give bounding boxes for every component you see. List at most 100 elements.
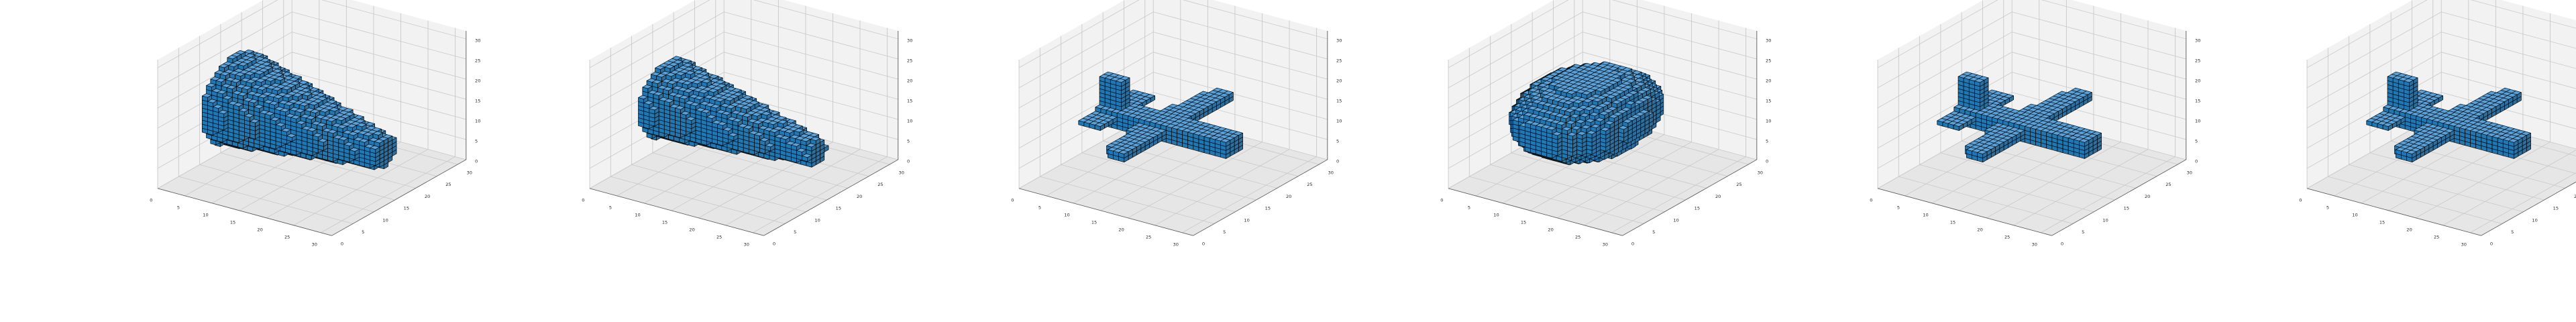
gridline-z bbox=[157, 11, 466, 89]
z-tick-label: 30 bbox=[1766, 39, 1771, 43]
y-tick-label: 10 bbox=[1244, 219, 1249, 223]
subplot-1: 0 5 10 15 20 25 30 0 5 10 15 20 25 30 0 5 10 15 20 25 30 bbox=[150, 0, 481, 247]
z-tick-label: 15 bbox=[1766, 99, 1771, 103]
x-axis-line bbox=[157, 188, 332, 236]
floor-pane-xy bbox=[1878, 112, 2186, 236]
x-tick-label: 0 bbox=[1011, 199, 1014, 203]
z-tick-label: 15 bbox=[1336, 99, 1342, 103]
gridline-z bbox=[1018, 52, 1328, 129]
x-tick-label: 5 bbox=[1897, 206, 1900, 210]
y-tick-label: 5 bbox=[1652, 230, 1655, 234]
y-tick-label: 5 bbox=[2082, 230, 2084, 234]
x-tick-label: 30 bbox=[2461, 243, 2467, 247]
gridline-z bbox=[1877, 0, 2186, 68]
gridline-z bbox=[1877, 72, 2186, 149]
x-tick-label: 0 bbox=[2299, 199, 2302, 203]
x-tick-label: 30 bbox=[1173, 243, 1179, 247]
x-tick-label: 25 bbox=[1575, 235, 1580, 239]
x-tick-label: 5 bbox=[177, 206, 180, 210]
y-tick-label: 25 bbox=[1736, 183, 1741, 187]
subplot-5: 0 5 10 15 20 25 30 0 5 10 15 20 25 30 0 5 10 15 20 25 30 bbox=[1870, 0, 2201, 247]
voxel-face-side bbox=[1980, 80, 1985, 87]
y-tick-label: 0 bbox=[2061, 242, 2063, 246]
gridline-z bbox=[1018, 0, 1328, 68]
x-tick-label: 25 bbox=[716, 235, 722, 239]
x-tick-label: 20 bbox=[1118, 228, 1124, 232]
gridline-z bbox=[1448, 0, 1757, 68]
z-tick-label: 20 bbox=[1336, 79, 1342, 83]
y-tick-label: 30 bbox=[467, 171, 472, 175]
y-tick-label: 0 bbox=[1631, 242, 1634, 246]
y-tick-label: 20 bbox=[857, 195, 862, 199]
x-tick-label: 20 bbox=[2406, 228, 2412, 232]
gridline-z bbox=[1448, 32, 1757, 109]
gridline-x bbox=[2470, 172, 2576, 233]
z-tick-label: 5 bbox=[2195, 140, 2198, 144]
z-tick-label: 15 bbox=[475, 99, 480, 103]
floor-pane-xy bbox=[1019, 112, 1328, 236]
x-axis-line bbox=[1448, 188, 1623, 236]
x-axis-line bbox=[2306, 188, 2481, 236]
voxel-face-side bbox=[1124, 151, 1129, 158]
y-axis-line bbox=[331, 159, 467, 236]
z-tick-label: 15 bbox=[2195, 99, 2200, 103]
x-tick-label: 10 bbox=[635, 213, 640, 217]
voxel-face-side bbox=[2409, 80, 2414, 87]
y-tick-label: 10 bbox=[2102, 219, 2108, 223]
gridline-z bbox=[157, 32, 466, 109]
z-tick-label: 30 bbox=[907, 39, 912, 43]
side-pane-yz bbox=[1448, 0, 1583, 189]
z-tick-label: 5 bbox=[1336, 140, 1339, 144]
floor-pane-xy bbox=[1448, 112, 1757, 236]
z-tick-label: 0 bbox=[475, 160, 478, 164]
z-tick-label: 25 bbox=[1766, 59, 1771, 63]
z-tick-label: 25 bbox=[475, 59, 480, 63]
y-tick-label: 10 bbox=[814, 219, 820, 223]
voxel-face-side bbox=[1099, 123, 1105, 131]
side-pane-yz bbox=[1878, 0, 2012, 189]
y-tick-label: 15 bbox=[2124, 207, 2129, 211]
voxel-face-side bbox=[2387, 123, 2393, 131]
voxel-object bbox=[1078, 71, 1243, 162]
z-tick-label: 0 bbox=[2195, 160, 2198, 164]
voxel-face-side bbox=[2412, 151, 2417, 158]
x-tick-label: 5 bbox=[609, 206, 612, 210]
z-tick-label: 10 bbox=[1336, 119, 1342, 123]
z-tick-label: 10 bbox=[1766, 119, 1771, 123]
gridline-z bbox=[1448, 11, 1757, 89]
y-tick-label: 30 bbox=[1328, 171, 1334, 175]
x-tick-label: 15 bbox=[1091, 221, 1097, 225]
gridline-z bbox=[2306, 72, 2576, 149]
x-tick-label: 25 bbox=[2434, 235, 2439, 239]
z-tick-label: 30 bbox=[2195, 39, 2200, 43]
voxel-object bbox=[1509, 61, 1664, 166]
x-tick-label: 25 bbox=[1146, 235, 1151, 239]
x-axis-line bbox=[1018, 188, 1193, 236]
x-tick-label: 30 bbox=[744, 243, 749, 247]
x-tick-label: 25 bbox=[284, 235, 290, 239]
gridline-x bbox=[2443, 150, 2576, 226]
voxel-face-side bbox=[815, 138, 820, 146]
y-tick-label: 5 bbox=[794, 230, 796, 234]
y-tick-label: 25 bbox=[445, 183, 451, 187]
gridline-z bbox=[1877, 11, 2186, 89]
voxel-face-side bbox=[1604, 112, 1609, 119]
y-tick-label: 0 bbox=[773, 242, 775, 246]
gridline-z bbox=[1018, 92, 1328, 169]
y-tick-label: 5 bbox=[1223, 230, 1226, 234]
y-tick-label: 10 bbox=[2532, 219, 2537, 223]
voxel-object bbox=[201, 49, 397, 170]
y-tick-label: 20 bbox=[2145, 195, 2150, 199]
x-tick-label: 20 bbox=[1977, 228, 1982, 232]
x-tick-label: 0 bbox=[1440, 199, 1443, 203]
voxel-object bbox=[2366, 71, 2531, 162]
y-tick-label: 20 bbox=[1286, 195, 1291, 199]
side-pane-yz bbox=[1019, 0, 1154, 189]
x-tick-label: 5 bbox=[1038, 206, 1041, 210]
x-tick-label: 15 bbox=[1521, 221, 1526, 225]
x-tick-label: 10 bbox=[203, 213, 208, 217]
x-tick-label: 0 bbox=[582, 199, 584, 203]
voxel-face-side bbox=[2514, 140, 2519, 147]
y-tick-label: 5 bbox=[2511, 230, 2514, 234]
x-axis-line bbox=[1877, 188, 2052, 236]
